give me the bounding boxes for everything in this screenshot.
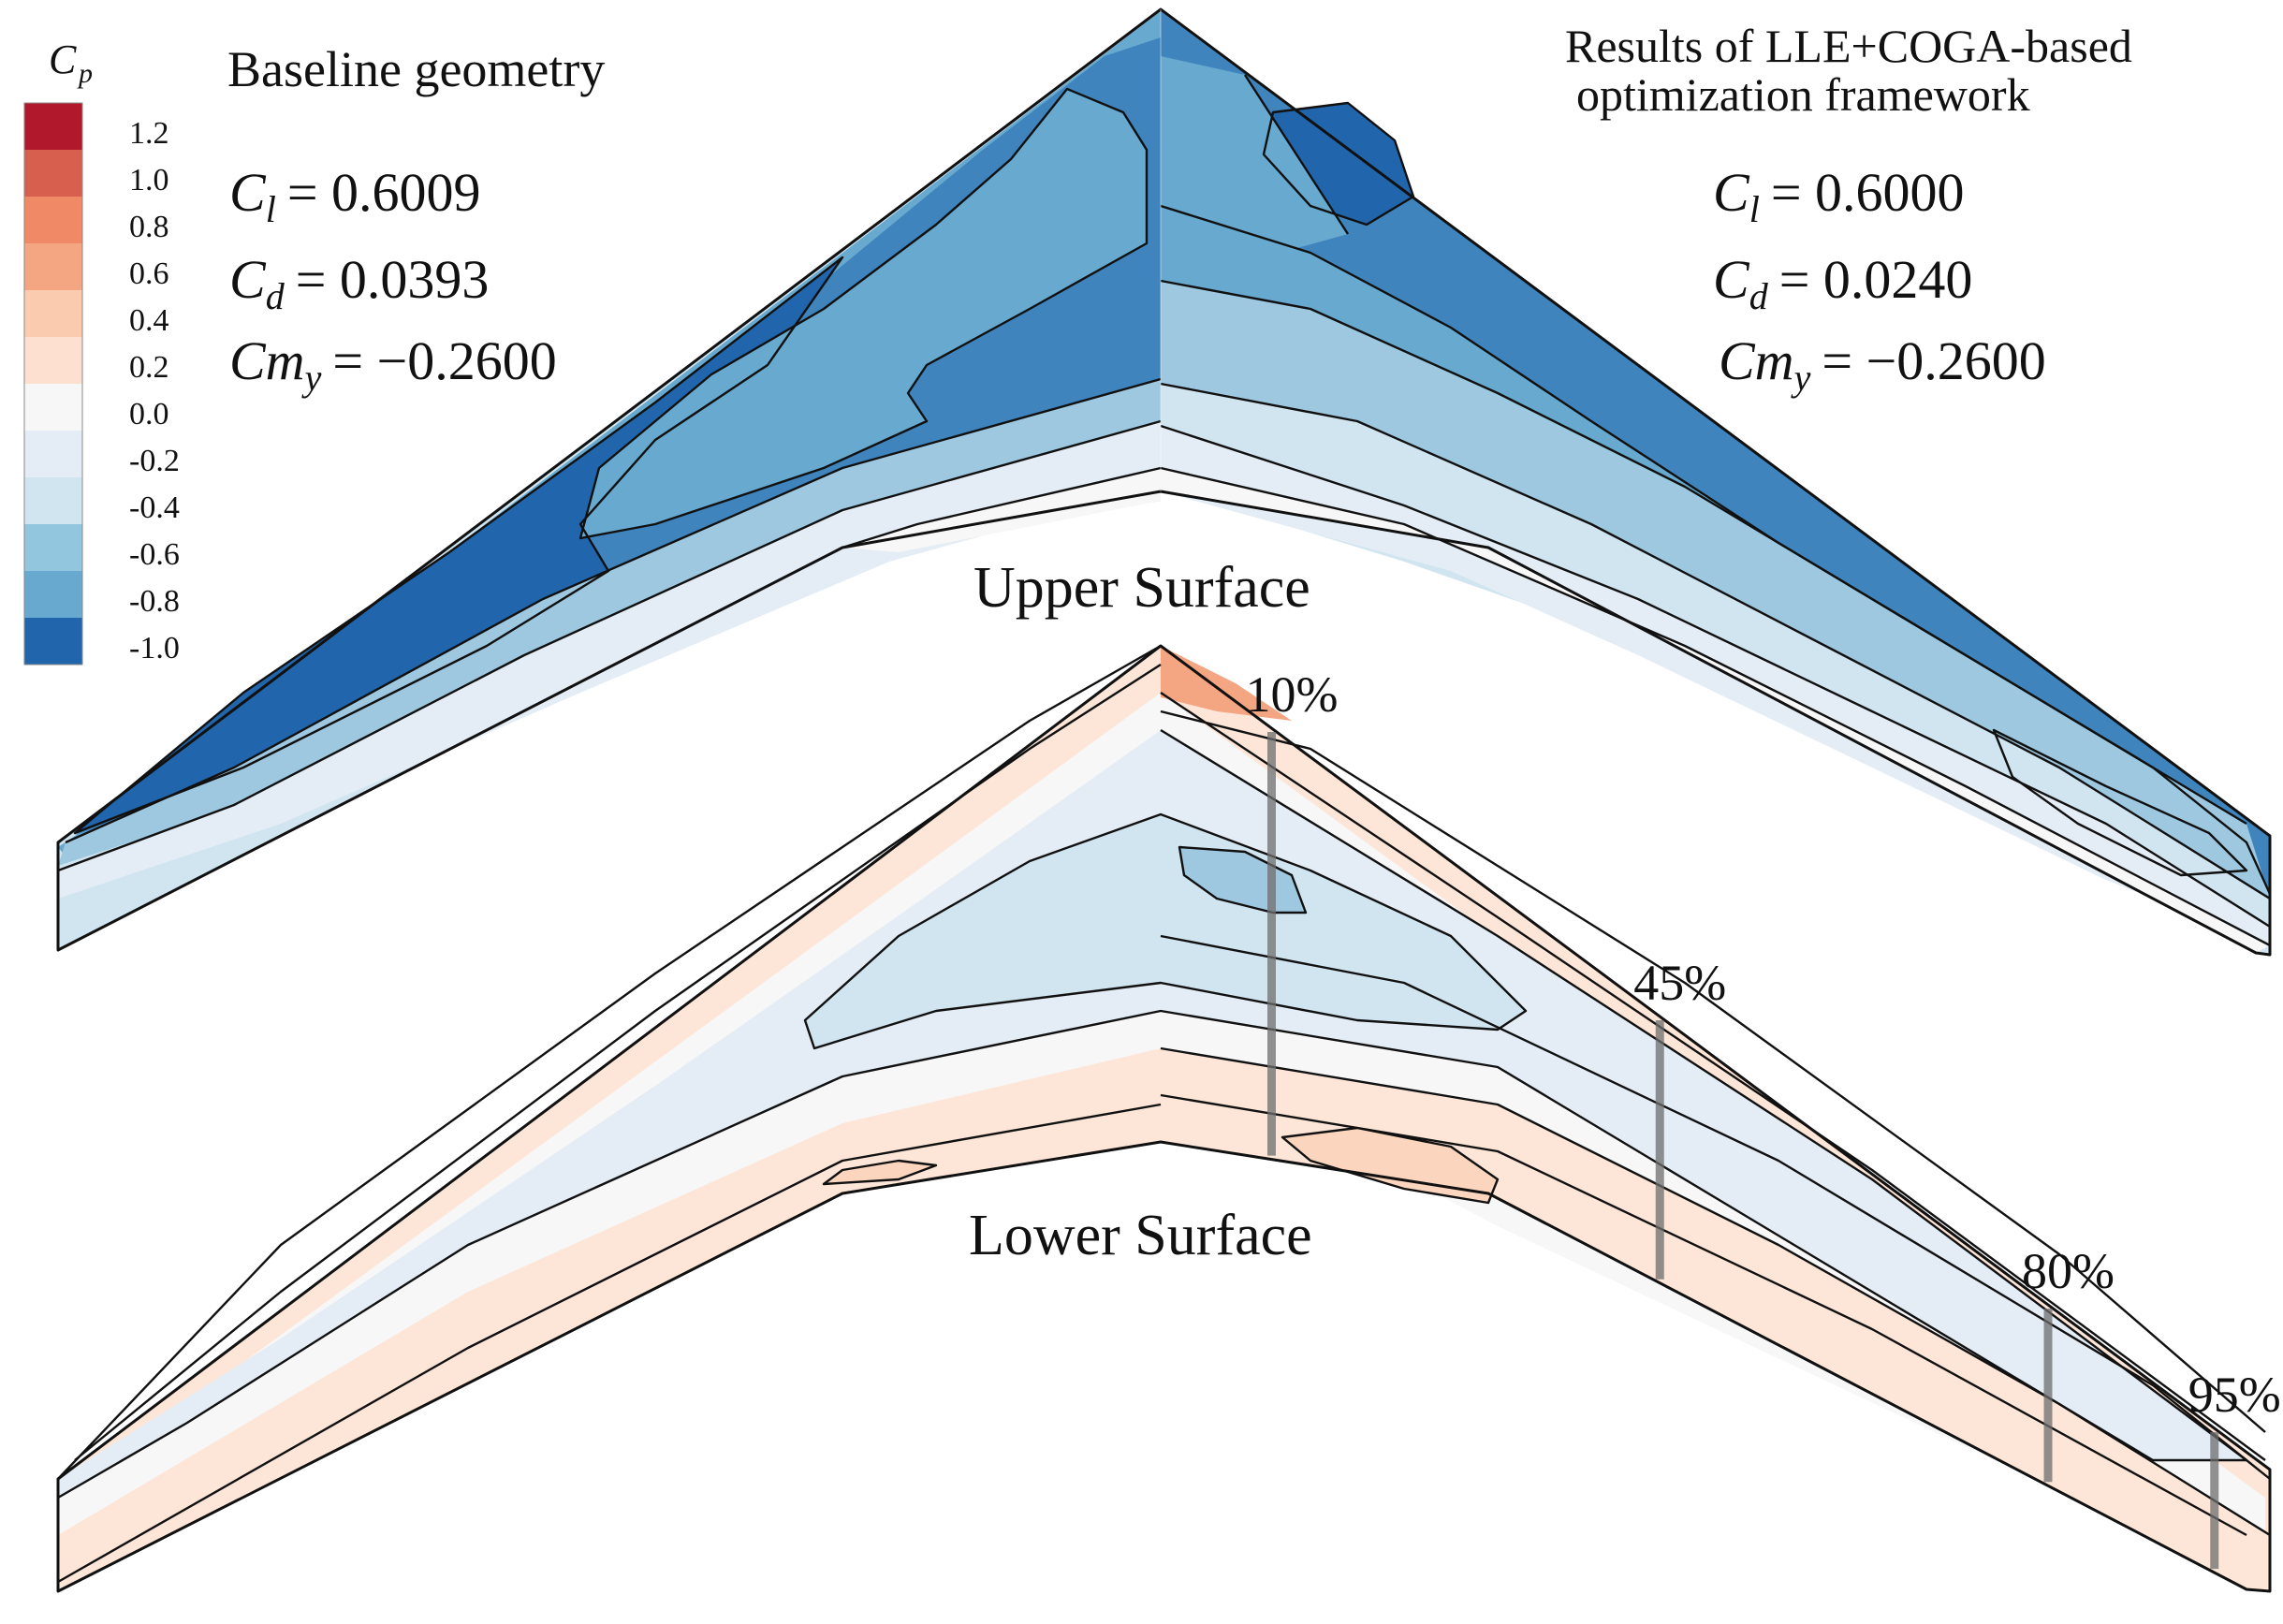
legend-swatch	[24, 243, 82, 290]
upper-right-region-very-pale-band	[1161, 426, 2270, 945]
lower-region-pale-blue	[805, 814, 1526, 1048]
legend-swatch	[24, 337, 82, 384]
lower-region-light-orange-spot	[1282, 1128, 1498, 1203]
baseline-cm-symbol: Cm	[229, 330, 305, 391]
baseline-cm: Cmy = −0.2600	[229, 330, 557, 399]
baseline-cd-symbol: C	[229, 249, 267, 310]
baseline-cm-sub: y	[301, 357, 322, 399]
legend-swatch	[24, 290, 82, 337]
optimized-cl-symbol: C	[1713, 162, 1750, 223]
legend-tick-label: 0.4	[129, 303, 169, 338]
legend-swatch	[24, 103, 82, 150]
legend-swatch	[24, 618, 82, 665]
colorbar-legend: C p 1.2 1.0 0.8 0.6 0.4 0.2 0.0 -0.2 -0.4 -0.6 -0.…	[23, 37, 180, 666]
baseline-cd-value: = 0.0393	[296, 249, 490, 310]
upper-left-region-deep-blue	[75, 257, 842, 833]
lower-region-tip-orange	[1161, 646, 1292, 721]
legend-tick-label: -0.6	[129, 537, 180, 572]
legend-tick-label: -0.4	[129, 490, 180, 525]
legend-tick-label: 1.0	[129, 163, 169, 198]
baseline-cl-sub: l	[266, 188, 276, 230]
baseline-cl: Cl = 0.6009	[229, 162, 481, 230]
upper-surface-plot	[56, 7, 2272, 957]
legend-title-symbol: C	[49, 37, 77, 82]
baseline-cl-symbol: C	[229, 162, 267, 223]
baseline-title: Baseline geometry	[227, 41, 605, 97]
legend-tick-label: -0.2	[129, 444, 180, 478]
station-label: 95%	[2188, 1367, 2281, 1423]
baseline-cd-sub: d	[266, 275, 285, 317]
optimized-cl: Cl = 0.6000	[1713, 162, 1965, 230]
legend-tick-labels: 1.2 1.0 0.8 0.6 0.4 0.2 0.0 -0.2 -0.4 -0.6 -0.8 -1.…	[129, 116, 180, 666]
optimized-cm-symbol: Cm	[1719, 330, 1794, 391]
legend-swatch	[24, 384, 82, 431]
optimized-cm-value: = −0.2600	[1822, 330, 2045, 391]
legend-swatch	[24, 477, 82, 524]
upper-wing-outline	[56, 7, 2272, 957]
lower-wing-outline	[56, 644, 2272, 1593]
optimized-cm-sub: y	[1791, 357, 1811, 399]
station-label: 80%	[2022, 1243, 2115, 1299]
optimized-cl-value: = 0.6000	[1771, 162, 1965, 223]
legend-swatches	[24, 103, 82, 665]
optimized-cd-value: = 0.0240	[1779, 249, 1973, 310]
optimized-cd-sub: d	[1749, 275, 1769, 317]
upper-surface-label: Upper Surface	[973, 556, 1310, 620]
spanwise-station-lines	[1267, 732, 2219, 1570]
legend-swatch	[24, 150, 82, 197]
station-label: 10%	[1246, 666, 1339, 723]
legend-swatch	[24, 197, 82, 243]
lower-surface-plot	[56, 644, 2272, 1593]
lower-surface-label: Lower Surface	[969, 1204, 1312, 1267]
baseline-cd: Cd = 0.0393	[229, 249, 489, 317]
legend-tick-label: 0.8	[129, 210, 169, 244]
upper-contour-lines	[57, 74, 2272, 947]
legend-tick-label: -0.8	[129, 584, 180, 619]
baseline-cm-value: = −0.2600	[332, 330, 556, 391]
optimized-cm: Cmy = −0.2600	[1719, 330, 2046, 399]
optimized-coefficients: Cl = 0.6000 Cd = 0.0240 Cmy = −0.2600	[1713, 162, 2046, 399]
optimized-title-line2: optimization framework	[1576, 68, 2030, 121]
optimized-cd: Cd = 0.0240	[1713, 249, 1972, 317]
upper-left-region-mid-blue-lobe	[580, 89, 1147, 538]
station-labels: 10% 45% 80% 95%	[1246, 666, 2281, 1423]
legend-tick-label: 0.6	[129, 256, 169, 291]
baseline-coefficients: Cl = 0.6009 Cd = 0.0393 Cmy = −0.2600	[229, 162, 557, 399]
optimized-title-line1: Results of LLE+COGA-based	[1565, 20, 2132, 72]
legend-swatch	[24, 431, 82, 477]
upper-right-region-mid-blue-top	[1161, 56, 1348, 281]
baseline-cl-value: = 0.6009	[287, 162, 481, 223]
legend-frame	[23, 102, 83, 666]
optimized-cd-symbol: C	[1713, 249, 1750, 310]
legend-tick-label: -1.0	[129, 631, 180, 666]
legend-swatch	[24, 524, 82, 571]
lower-region-light-orange-left	[824, 1161, 936, 1184]
legend-tick-label: 1.2	[129, 116, 169, 151]
legend-tick-label: 0.2	[129, 350, 169, 385]
upper-left-region-white-band	[842, 468, 1161, 552]
lower-contour-lines	[57, 644, 2271, 1584]
legend-tick-label: 0.0	[129, 397, 169, 432]
legend-swatch	[24, 571, 82, 618]
station-label: 45%	[1633, 955, 1726, 1011]
legend-title-subscript: p	[77, 58, 93, 89]
optimized-cl-sub: l	[1749, 188, 1760, 230]
